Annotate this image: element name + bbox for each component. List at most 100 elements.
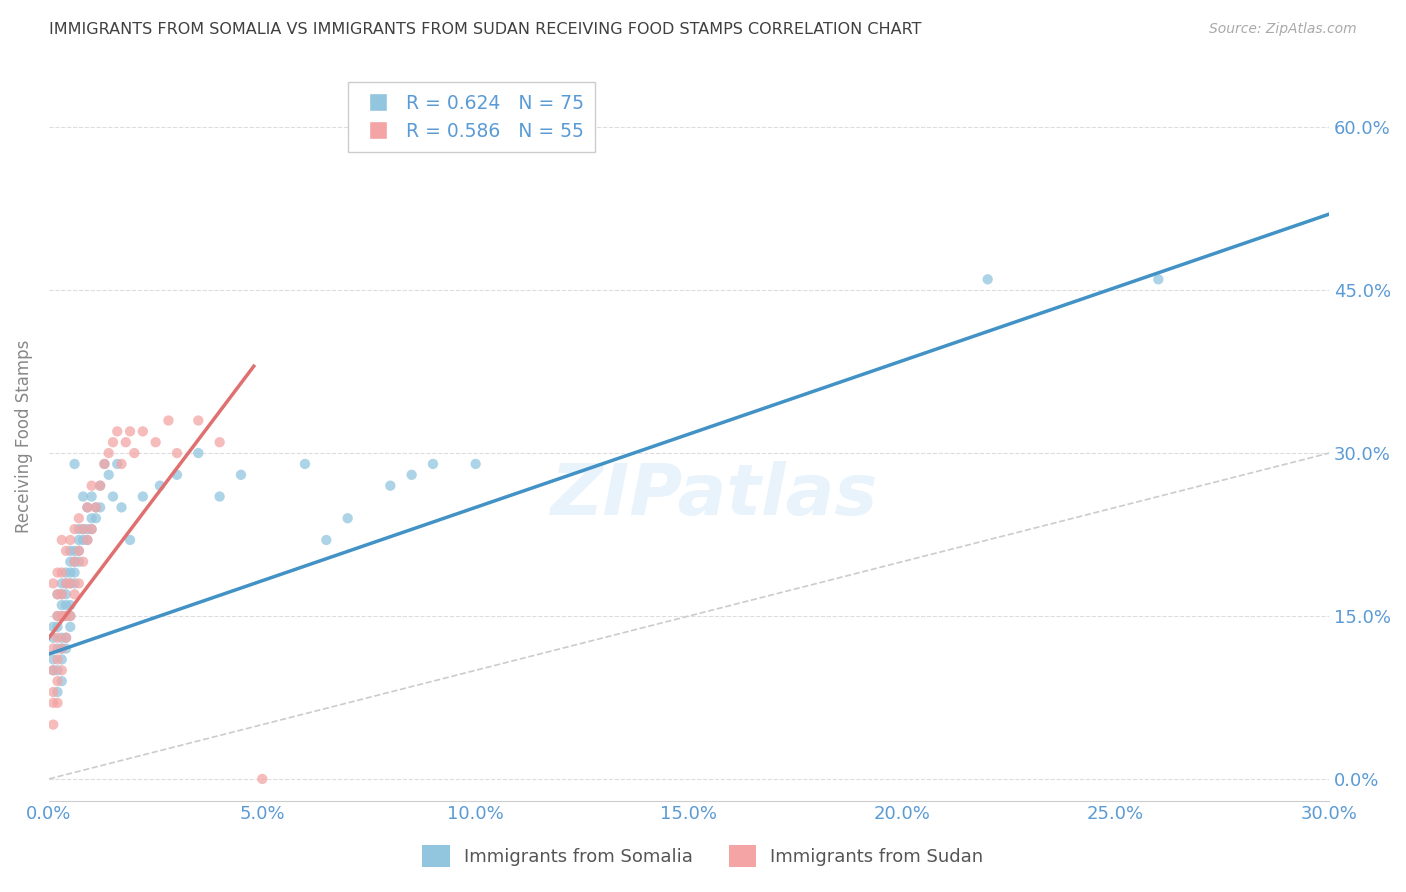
Point xyxy=(294,457,316,471)
Point xyxy=(42,641,65,656)
Point xyxy=(80,490,103,504)
Point xyxy=(51,609,73,624)
Point xyxy=(51,641,73,656)
Point xyxy=(118,425,141,439)
Point xyxy=(80,522,103,536)
Point xyxy=(118,533,141,547)
Point xyxy=(97,446,120,460)
Point xyxy=(124,446,146,460)
Point xyxy=(63,555,86,569)
Point xyxy=(166,467,188,482)
Point xyxy=(72,522,94,536)
Point xyxy=(93,457,115,471)
Point xyxy=(42,717,65,731)
Point xyxy=(208,490,231,504)
Point xyxy=(59,533,82,547)
Text: IMMIGRANTS FROM SOMALIA VS IMMIGRANTS FROM SUDAN RECEIVING FOOD STAMPS CORRELATI: IMMIGRANTS FROM SOMALIA VS IMMIGRANTS FR… xyxy=(49,22,922,37)
Point xyxy=(46,609,69,624)
Point xyxy=(76,533,98,547)
Point xyxy=(59,598,82,612)
Point xyxy=(59,576,82,591)
Point xyxy=(97,467,120,482)
Point xyxy=(80,522,103,536)
Point xyxy=(42,631,65,645)
Point xyxy=(55,576,77,591)
Point xyxy=(42,663,65,677)
Point xyxy=(187,446,209,460)
Point xyxy=(42,652,65,666)
Point xyxy=(55,587,77,601)
Point xyxy=(67,555,90,569)
Point xyxy=(63,576,86,591)
Point xyxy=(59,609,82,624)
Point xyxy=(46,631,69,645)
Point xyxy=(67,544,90,558)
Point xyxy=(42,620,65,634)
Point xyxy=(166,446,188,460)
Point xyxy=(422,457,444,471)
Point xyxy=(72,533,94,547)
Point xyxy=(55,641,77,656)
Text: Source: ZipAtlas.com: Source: ZipAtlas.com xyxy=(1209,22,1357,37)
Point xyxy=(59,566,82,580)
Point xyxy=(229,467,252,482)
Point xyxy=(51,609,73,624)
Point xyxy=(46,587,69,601)
Legend: Immigrants from Somalia, Immigrants from Sudan: Immigrants from Somalia, Immigrants from… xyxy=(415,838,991,874)
Point xyxy=(55,631,77,645)
Point xyxy=(89,478,111,492)
Point xyxy=(63,566,86,580)
Point xyxy=(72,490,94,504)
Point xyxy=(42,696,65,710)
Point xyxy=(59,609,82,624)
Point xyxy=(110,500,132,515)
Point xyxy=(72,522,94,536)
Point xyxy=(67,533,90,547)
Point xyxy=(464,457,486,471)
Point xyxy=(110,457,132,471)
Point xyxy=(315,533,337,547)
Point xyxy=(132,425,155,439)
Point xyxy=(46,609,69,624)
Point xyxy=(51,652,73,666)
Point xyxy=(72,555,94,569)
Point xyxy=(46,620,69,634)
Point xyxy=(80,511,103,525)
Point xyxy=(101,435,124,450)
Point xyxy=(67,511,90,525)
Legend: R = 0.624   N = 75, R = 0.586   N = 55: R = 0.624 N = 75, R = 0.586 N = 55 xyxy=(347,82,595,153)
Point xyxy=(46,587,69,601)
Point xyxy=(84,500,107,515)
Point xyxy=(63,457,86,471)
Point xyxy=(63,544,86,558)
Point xyxy=(46,674,69,689)
Point xyxy=(59,620,82,634)
Point xyxy=(55,576,77,591)
Point xyxy=(84,500,107,515)
Point xyxy=(145,435,167,450)
Point xyxy=(401,467,423,482)
Point xyxy=(55,609,77,624)
Point xyxy=(42,685,65,699)
Point xyxy=(46,696,69,710)
Point xyxy=(208,435,231,450)
Point xyxy=(89,478,111,492)
Point xyxy=(76,522,98,536)
Point xyxy=(76,533,98,547)
Point xyxy=(380,478,402,492)
Point xyxy=(51,631,73,645)
Point xyxy=(101,490,124,504)
Point xyxy=(55,609,77,624)
Point xyxy=(1147,272,1170,286)
Text: ZIPatlas: ZIPatlas xyxy=(551,460,879,530)
Point xyxy=(80,478,103,492)
Point xyxy=(89,500,111,515)
Point xyxy=(187,413,209,427)
Point xyxy=(55,544,77,558)
Point xyxy=(63,522,86,536)
Point xyxy=(46,652,69,666)
Point xyxy=(51,566,73,580)
Point xyxy=(51,587,73,601)
Point xyxy=(59,555,82,569)
Point xyxy=(46,663,69,677)
